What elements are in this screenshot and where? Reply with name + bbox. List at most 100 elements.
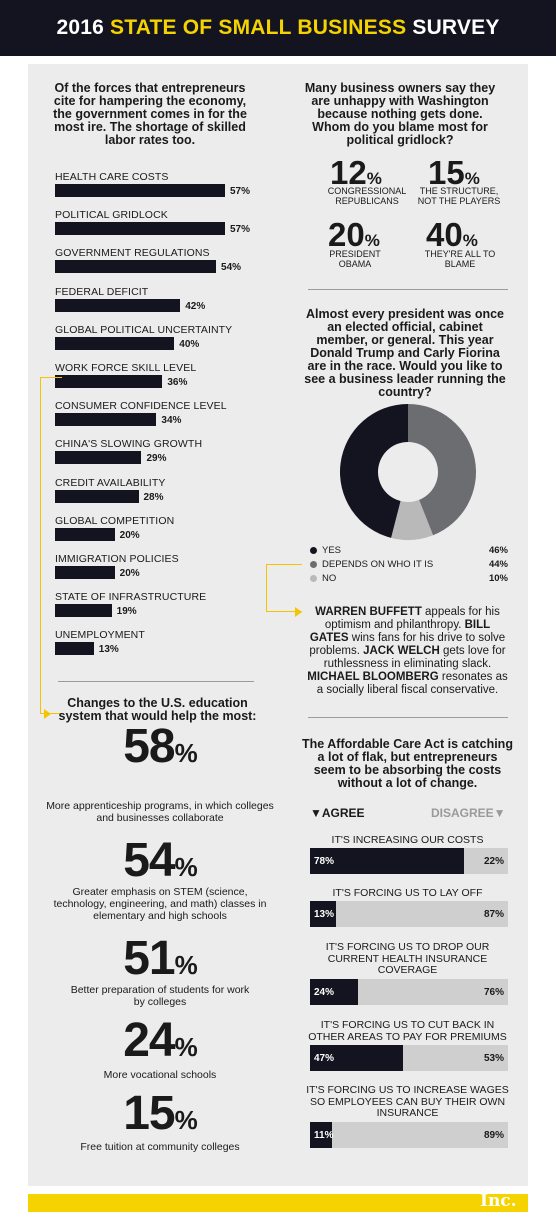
bar [55,375,163,388]
education-number: 15 [123,1087,175,1140]
bar-category-label: FEDERAL DEFICIT [55,285,149,298]
bar [55,336,175,350]
title-highlight: STATE OF SMALL BUSINESS [110,16,407,39]
bar-category-label: HEALTH CARE COSTS [55,171,169,183]
bar [55,604,112,618]
gridlock-question: Many business owners say they are unhapp… [304,81,496,147]
gridlock-number: 15 [428,154,465,191]
education-desc: More vocational schools [103,1069,217,1081]
education-number: 51 [123,932,175,985]
percent-sign: % [462,231,478,250]
education-value: 24% [45,1017,275,1069]
bar [55,222,225,236]
leader-desc: appeals for his optimism and philanthrop… [324,606,500,631]
divider [308,717,508,718]
education-value: 54% [45,837,275,889]
aca-statement: IT'S FORCING US TO DROP OUR CURRENT HEAL… [325,941,490,976]
bar [55,527,115,541]
bar-value-label: 19% [116,606,137,618]
agree-header: ▼AGREE [310,806,365,820]
bar [55,298,181,312]
agree-segment [310,1045,404,1071]
page-title: 2016 STATE OF SMALL BUSINESS SURVEY [0,0,556,56]
aca-bar: 13% 87% [310,901,508,927]
skill-connector [40,377,62,714]
bar-category-label: CREDIT AVAILABILITY [55,476,166,489]
disagree-value: 53% [483,1053,504,1064]
bar-value-label: 57% [230,186,251,197]
agree-segment [310,979,358,1005]
bar [55,260,217,274]
legend-label: DEPENDS ON WHO IT IS [322,559,434,570]
legend-dot-icon [310,547,317,554]
disagree-value: 89% [483,1130,504,1141]
bar-category-label: GOVERNMENT REGULATIONS [55,247,210,260]
disagree-header: DISAGREE▼ [431,806,506,820]
bar-value-label: 57% [230,224,251,236]
gridlock-number: 40 [426,216,463,253]
education-number: 58 [123,720,175,773]
percent-sign: % [174,1032,198,1062]
pie-slice [408,404,476,536]
gridlock-value: 20% [328,218,380,256]
bar [55,451,142,465]
education-question: Changes to the U.S. education system tha… [58,696,257,723]
president-question: Almost every president was once an elect… [304,307,506,399]
business-leader-donut-chart [340,404,476,540]
connector-arrow-icon [295,607,302,617]
leader-name: MICHAEL BLOOMBERG [307,671,439,683]
education-value: 15% [45,1090,275,1142]
bar-value-label: 42% [185,300,206,312]
leader-name: WARREN BUFFETT [315,606,422,618]
gridlock-value: 40% [426,218,478,256]
legend-item: YES 46% [310,545,508,557]
agree-value: 11% [314,1130,334,1141]
aca-statement: IT'S FORCING US TO CUT BACK IN OTHER ARE… [308,1019,507,1043]
legend-value: 44% [488,559,508,570]
bar-category-label: UNEMPLOYMENT [55,629,145,642]
percent-sign: % [174,950,198,980]
pie-slice [391,499,434,540]
percent-sign: % [174,1105,198,1135]
education-number: 54 [123,834,175,887]
bar-value-label: 20% [119,529,140,541]
percent-sign: % [366,169,382,188]
aca-bar: 47% 53% [310,1045,508,1071]
divider [308,289,508,290]
percent-sign: % [174,738,198,768]
leader-desc: gets love for ruthlessness in eliminatin… [323,645,506,670]
gridlock-label: THE STRUCTURE, NOT THE PLAYERS [417,186,501,206]
bar [55,566,115,579]
legend-item: DEPENDS ON WHO IT IS 44% [310,559,508,571]
bar-category-label: CONSUMER CONFIDENCE LEVEL [55,400,227,413]
bar-value-label: 36% [167,377,188,388]
bar-category-label: GLOBAL POLITICAL UNCERTAINTY [55,323,233,336]
aca-bar: 24% 76% [310,979,508,1005]
aca-bar: 78% 22% [310,848,508,874]
gridlock-value: 15% [428,156,480,194]
depends-connector [266,564,302,612]
gridlock-number: 12 [330,154,367,191]
education-value: 51% [45,935,275,987]
bar [55,184,225,197]
bar-category-label: STATE OF INFRASTRUCTURE [55,591,207,604]
aca-statement: IT'S INCREASING OUR COSTS [331,834,484,846]
leader-desc: resonates as a socially liberal fiscal c… [316,671,508,696]
gridlock-number: 20 [328,216,365,253]
legend-dot-icon [310,561,317,568]
bar-value-label: 29% [146,453,167,465]
gridlock-label: CONGRESSIONAL REPUBLICANS [327,186,407,206]
agree-segment [310,1122,332,1148]
leader-name: BILL GATES [309,619,491,644]
bar-category-label: GLOBAL COMPETITION [55,514,175,527]
disagree-value: 76% [483,987,504,998]
legend-dot-icon [310,575,317,582]
disagree-value: 22% [483,856,504,867]
education-number: 24 [123,1014,175,1067]
education-desc: More apprenticeship programs, in which c… [46,800,274,824]
education-desc: Free tuition at community colleges [80,1141,240,1153]
bar-value-label: 28% [143,491,164,503]
business-leaders-text: WARREN BUFFETT appeals for his optimism … [305,606,510,697]
agree-value: 47% [314,1053,335,1064]
connector-arrow-icon [44,709,51,719]
